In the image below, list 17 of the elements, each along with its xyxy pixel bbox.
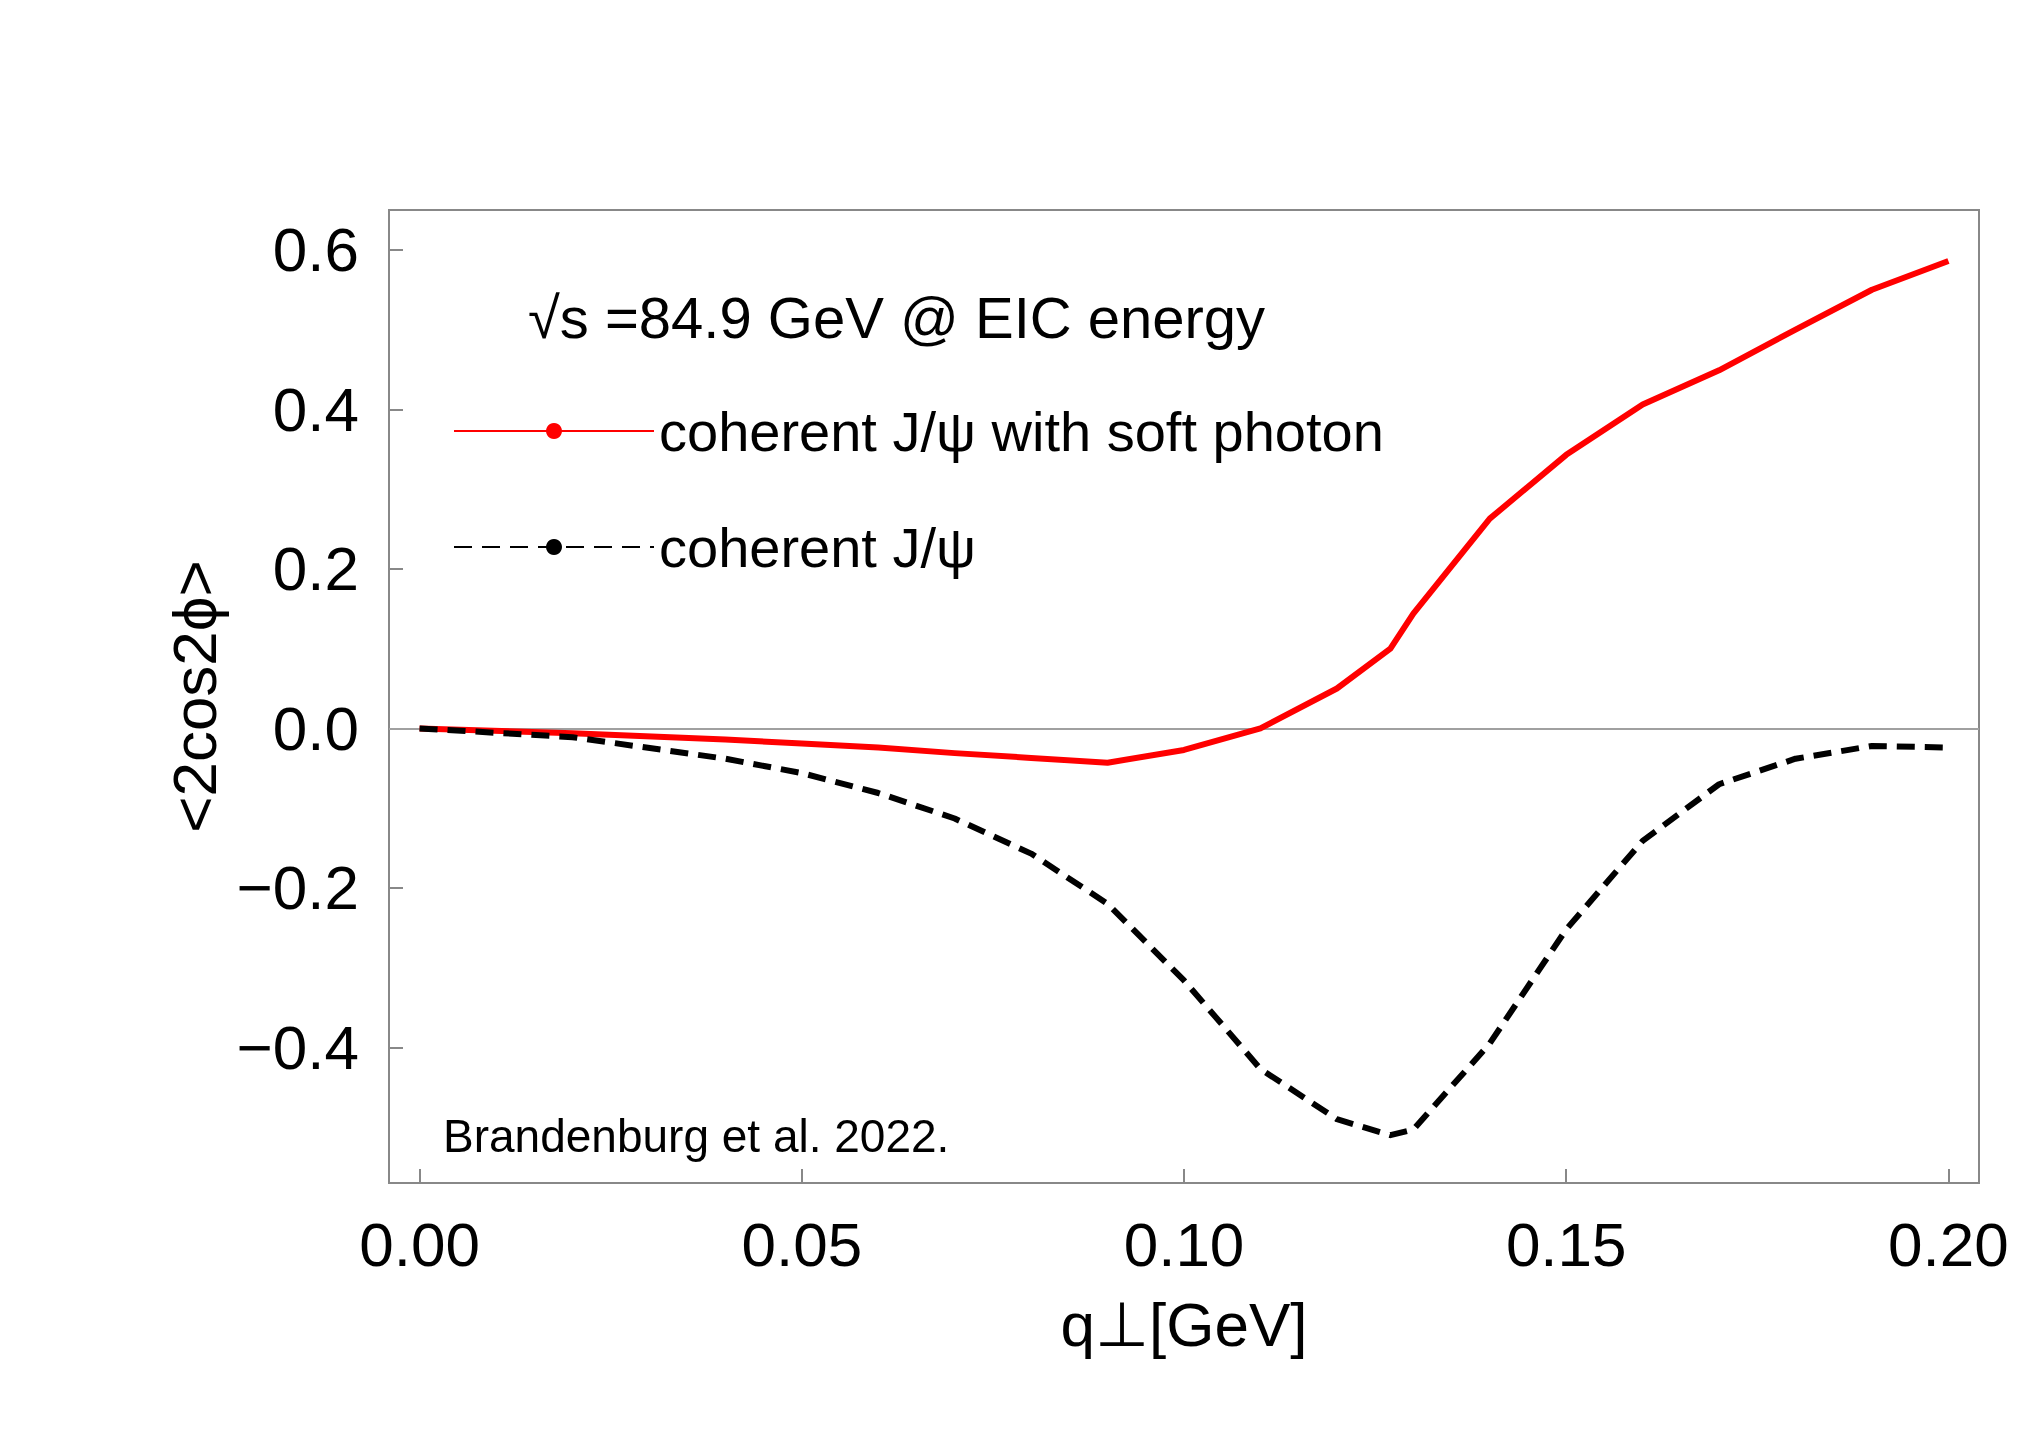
annotation: √s =84.9 GeV @ EIC energy: [528, 284, 1266, 350]
y-tick-label: −0.4: [236, 1012, 359, 1082]
y-tick-label: 0.2: [272, 534, 359, 604]
y-tick-label: 0.4: [272, 374, 359, 444]
x-tick-label: 0.20: [1888, 1209, 2009, 1279]
y-tick-label: −0.2: [236, 853, 359, 923]
legend-label: coherent J/ψ: [659, 515, 976, 579]
legend-label: coherent J/ψ with soft photon: [659, 399, 1384, 463]
x-tick-label: 0.15: [1505, 1209, 1627, 1279]
y-axis-title: <2cos2ϕ>: [160, 560, 230, 833]
x-tick-label: 0.05: [741, 1209, 863, 1279]
annotation: Brandenburg et al. 2022.: [443, 1110, 950, 1162]
x-tick-label: 0.10: [1123, 1209, 1245, 1279]
x-axis-title: q⊥[GeV]: [1060, 1289, 1308, 1359]
y-tick-label: 0.0: [272, 693, 359, 763]
x-tick-label: 0.00: [359, 1209, 480, 1279]
y-tick-label: 0.6: [272, 215, 359, 285]
